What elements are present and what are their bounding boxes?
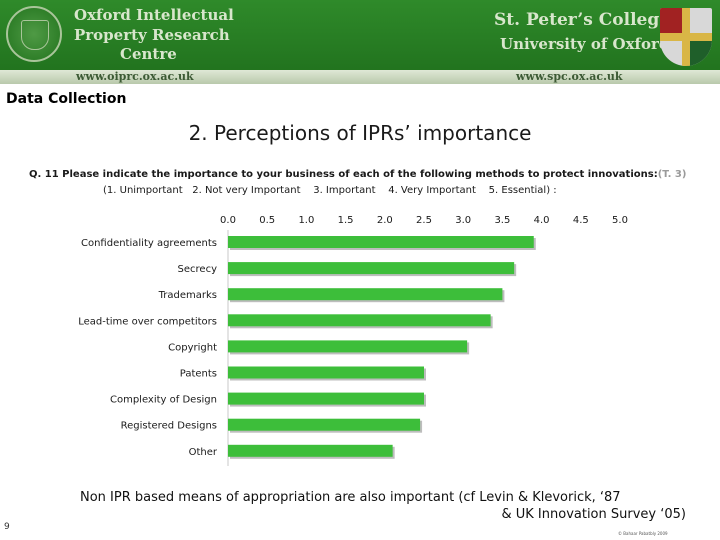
college-title: St. Peter’s College xyxy=(494,10,671,30)
footnote-line1: Non IPR based means of appropriation are… xyxy=(80,490,621,505)
category-label: Other xyxy=(189,447,218,458)
header-banner: Oxford Intellectual Property Research Ce… xyxy=(0,0,720,84)
footnote-line2: & UK Innovation Survey ‘05) xyxy=(501,507,686,522)
bar xyxy=(228,236,534,248)
category-label: Patents xyxy=(180,369,217,380)
oiprc-title-line1: Oxford Intellectual xyxy=(74,6,234,24)
oiprc-title-line3: Centre xyxy=(120,45,177,63)
header-url-band xyxy=(0,70,720,84)
x-tick-label: 3.0 xyxy=(455,215,471,226)
rating-scale: (1. Unimportant 2. Not very Important 3.… xyxy=(103,185,557,196)
oiprc-url-link[interactable]: www.oiprc.ox.ac.uk xyxy=(76,70,194,83)
bar xyxy=(228,366,424,379)
x-tick-label: 1.0 xyxy=(298,215,314,226)
x-tick-label: 2.5 xyxy=(416,215,432,226)
page-number: 9 xyxy=(4,522,10,532)
question-text: Q. 11 Please indicate the importance to … xyxy=(29,169,686,180)
section-label: Data Collection xyxy=(6,91,127,107)
spc-url-link[interactable]: www.spc.ox.ac.uk xyxy=(516,70,623,83)
bar xyxy=(228,288,503,301)
question-body: Q. 11 Please indicate the importance to … xyxy=(29,169,658,180)
x-tick-label: 0.5 xyxy=(259,215,275,226)
category-label: Copyright xyxy=(168,342,217,353)
university-title: University of Oxford xyxy=(500,35,670,53)
bar xyxy=(228,262,515,275)
university-crest-icon xyxy=(6,6,62,62)
category-label: Trademarks xyxy=(158,290,217,301)
category-label: Complexity of Design xyxy=(110,395,217,406)
category-label: Confidentiality agreements xyxy=(81,238,217,249)
category-label: Lead-time over competitors xyxy=(78,316,217,327)
x-tick-label: 4.0 xyxy=(534,215,550,226)
slide-title: 2. Perceptions of IPRs’ importance xyxy=(188,121,532,145)
category-label: Secrecy xyxy=(178,264,218,275)
bar xyxy=(228,340,468,353)
copyright-notice: © Bahaar Pabatbly 2009 xyxy=(618,531,668,536)
oiprc-title-line2: Property Research xyxy=(74,26,230,44)
x-tick-label: 4.5 xyxy=(573,215,589,226)
bar xyxy=(228,392,424,405)
bar xyxy=(228,444,393,457)
footnote: Non IPR based means of appropriation are… xyxy=(0,489,686,523)
x-tick-label: 0.0 xyxy=(220,215,236,226)
x-tick-label: 2.0 xyxy=(377,215,393,226)
college-shield-icon xyxy=(660,8,712,66)
bar xyxy=(228,418,421,431)
bar xyxy=(228,314,491,327)
x-tick-label: 3.5 xyxy=(494,215,510,226)
x-tick-label: 5.0 xyxy=(612,215,628,226)
category-label: Registered Designs xyxy=(121,421,217,432)
x-tick-label: 1.5 xyxy=(338,215,354,226)
question-ref: (T. 3) xyxy=(657,169,687,180)
